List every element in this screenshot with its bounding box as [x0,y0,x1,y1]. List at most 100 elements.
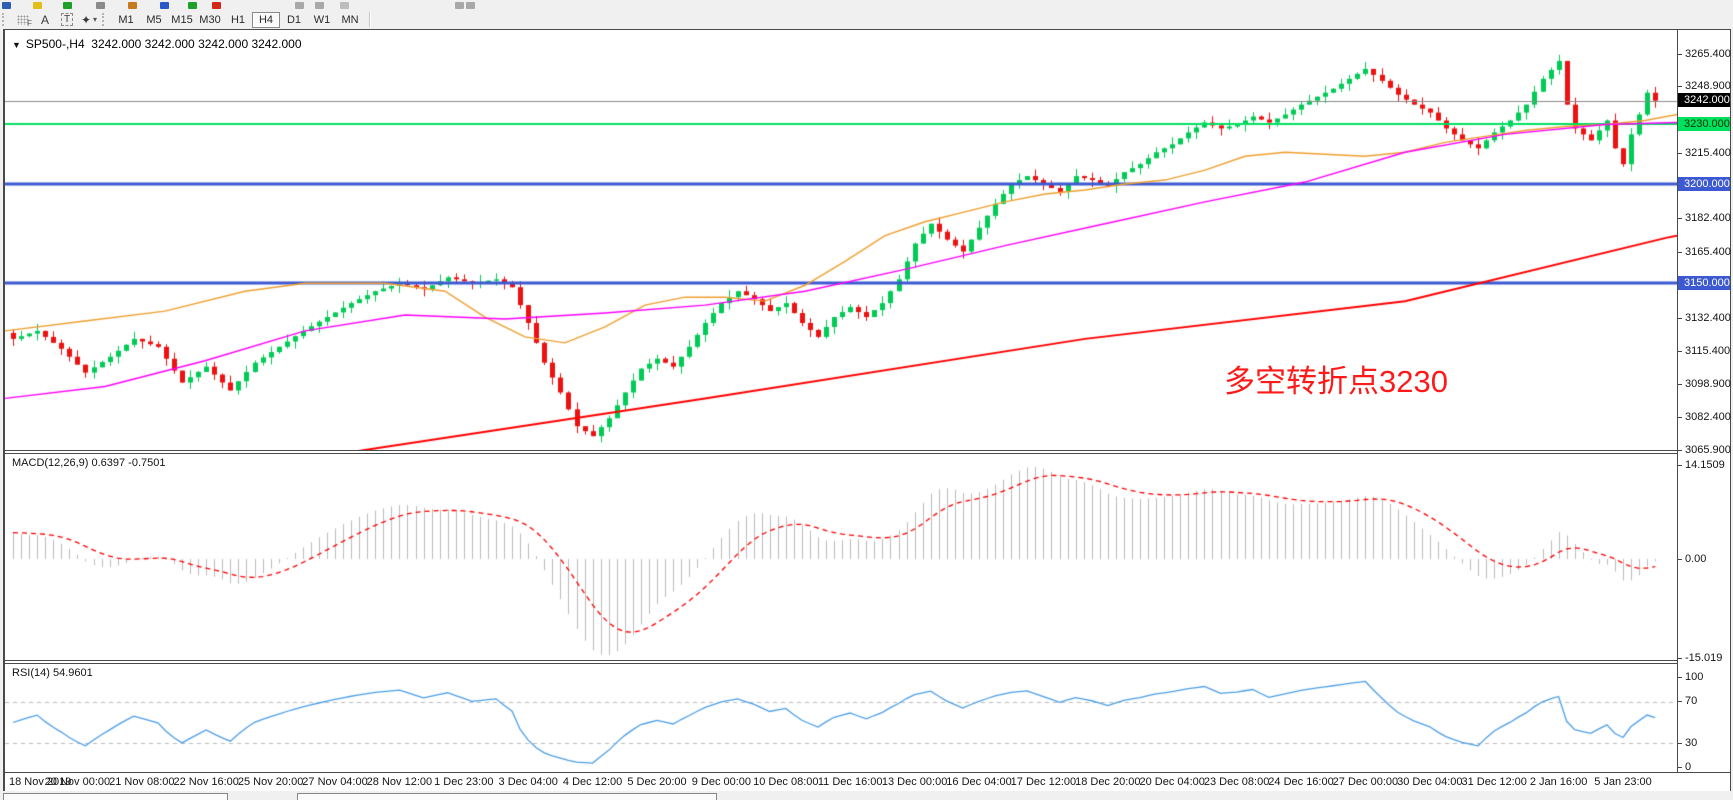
symbol-period: SP500-,H4 [25,37,85,51]
price-scale-label: 3248.900 [1685,80,1731,92]
rsi-scale-label: 30 [1685,737,1698,749]
time-axis-label: 21 Nov 08:00 [109,776,175,788]
timeframe-button-m30[interactable]: M30 [199,13,221,26]
scale-tick [1678,351,1682,352]
time-axis-label: 2 Jan 16:00 [1529,776,1588,788]
time-axis-label: 5 Dec 20:00 [627,776,687,788]
rsi-scale-label: 100 [1685,671,1704,683]
rsi-scale-label: 70 [1685,695,1698,707]
macd-scale-label: -15.019 [1685,652,1723,664]
clipped-bottom-tab[interactable] [297,793,717,800]
time-axis-label: 24 Dec 16:00 [1268,776,1334,788]
clipped-icon-fragment [466,2,475,9]
scale-tick [1678,559,1682,560]
time-axis: 18 Nov 2019 20 Nov 00:00 21 Nov 08:00 22 No… [5,772,1730,792]
scale-tick [1678,153,1682,154]
clipped-icon-fragment [96,2,105,9]
time-axis-label: 1 Dec 23:00 [434,776,494,788]
rsi-chart-canvas[interactable] [5,664,1677,772]
clipped-icon-fragment [33,2,42,9]
price-scale: 3265.400 3248.900 3215.400 3182.400 3165.400… [1678,30,1731,773]
rsi-label: RSI(14) 54.9601 [12,667,93,679]
price-pane: ▼ SP500-,H4 3242.000 3242.000 3242.000 32… [5,30,1677,450]
timeframe-button-h1[interactable]: H1 [230,13,246,26]
clipped-icon-fragment [295,2,304,9]
pivot-annotation-text: 多空转折点3230 [1224,364,1448,399]
fibonacci-tool[interactable]: F [12,11,34,28]
rsi-scale-label: 0 [1685,761,1692,773]
scale-tick [1678,417,1682,418]
scale-tick [1678,677,1682,678]
scale-tick [1678,767,1682,768]
price-scale-label: 3115.400 [1685,345,1731,357]
price-scale-label: 3098.900 [1685,378,1731,390]
macd-scale-label: 0.00 [1685,553,1707,565]
price-scale-label: 3215.400 [1685,147,1731,159]
arrows-tool[interactable]: ✦ ▾ [80,12,98,27]
macd-label: MACD(12,26,9) 0.6397 -0.7501 [12,457,166,469]
time-axis-label: 17 Dec 12:00 [1010,776,1077,788]
scale-tick [1678,318,1682,319]
time-axis-label: 22 Nov 16:00 [173,776,239,788]
scale-tick [1678,218,1682,219]
price-scale-label: 3265.400 [1685,48,1731,60]
chart-toolbar: F A T ✦ ▾ M1 M5 M15 M30 H1 H4 D1 W1 MN [0,10,1733,29]
timeframe-button-h4[interactable]: H4 [252,11,280,28]
timeframe-button-m5[interactable]: M5 [146,13,162,26]
timeframe-button-d1[interactable]: D1 [286,13,302,26]
clipped-icon-fragment [2,2,11,9]
time-axis-label: 18 Nov 2019 [9,776,72,788]
time-axis-label: 31 Dec 12:00 [1461,776,1527,788]
pane-divider[interactable] [5,450,1730,454]
label-tool[interactable]: T [56,11,78,28]
price-tag-3242.000: 3242.000 [1678,93,1730,107]
time-axis-label: 25 Nov 20:00 [237,776,304,788]
timeframe-button-m1[interactable]: M1 [118,13,134,26]
clipped-icon-fragment [315,2,324,9]
price-tag-3230.000: 3230.000 [1678,117,1730,131]
candlestick-chart-canvas[interactable] [5,30,1677,450]
price-scale-label: 3065.900 [1685,444,1731,456]
rsi-pane: RSI(14) 54.9601 [5,664,1677,772]
clipped-bottom-tab[interactable] [3,793,228,800]
ohlc-values: 3242.000 3242.000 3242.000 3242.000 [91,37,302,51]
scale-tick [1678,658,1682,659]
macd-chart-canvas[interactable] [5,454,1677,660]
symbol-dropdown-icon[interactable]: ▼ [12,40,21,50]
clipped-icon-fragment [160,2,169,9]
time-axis-label: 20 Dec 04:00 [1139,776,1205,788]
scale-tick [1678,743,1682,744]
text-tool[interactable]: A [40,12,49,27]
toolbar-grip[interactable] [102,13,107,26]
timeframe-button-mn[interactable]: MN [341,13,359,26]
toolbar-separator [369,12,371,27]
scale-tick [1678,252,1682,253]
toolbar-grip[interactable] [2,13,7,26]
time-axis-label: 13 Dec 00:00 [881,776,948,788]
time-axis-label: 20 Nov 00:00 [44,776,111,788]
time-axis-label: 27 Dec 00:00 [1332,776,1399,788]
clipped-icon-fragment [63,2,72,9]
time-axis-label: 16 Dec 04:00 [946,776,1012,788]
timeframe-button-m15[interactable]: M15 [171,13,193,26]
price-scale-divider [1677,30,1678,772]
price-tag-3200.000: 3200.000 [1678,177,1730,191]
time-axis-label: 5 Jan 23:00 [1594,776,1652,788]
clipped-tabs-strip [0,791,1733,800]
clipped-icon-fragment [212,2,221,9]
timeframe-button-w1[interactable]: W1 [313,13,331,26]
price-scale-label: 3165.400 [1685,246,1731,258]
pane-divider[interactable] [5,660,1730,664]
clipped-icon-fragment [340,2,349,9]
chart-window: ▼ SP500-,H4 3242.000 3242.000 3242.000 32… [3,29,1731,792]
time-axis-label: 4 Dec 12:00 [562,776,623,788]
scale-tick [1678,54,1682,55]
time-axis-label: 18 Dec 20:00 [1075,776,1141,788]
clipped-icon-fragment [128,2,137,9]
scale-tick [1678,384,1682,385]
clipped-icon-fragment [455,2,464,9]
price-tag-3150.000: 3150.000 [1678,276,1730,290]
time-axis-label: 9 Dec 00:00 [691,776,752,788]
scale-tick [1678,465,1682,466]
